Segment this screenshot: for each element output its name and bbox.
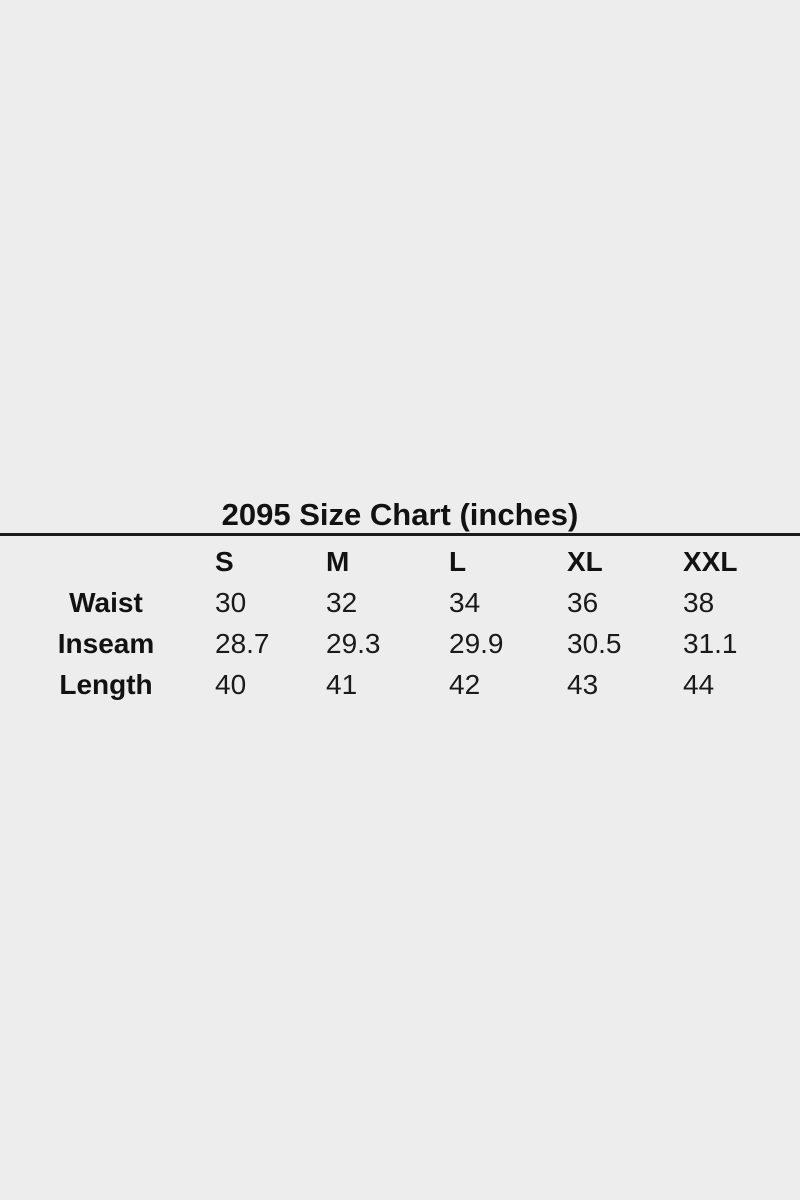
inseam-value-m: 29.3 — [326, 627, 381, 659]
column-header-m: M — [326, 545, 350, 577]
table-row-length: Length 40 41 42 43 44 — [0, 664, 800, 705]
length-value-m: 41 — [326, 668, 358, 700]
column-header-xxl: XXL — [683, 545, 738, 577]
size-chart-title: 2095 Size Chart (inches) — [221, 497, 579, 532]
length-value-l: 42 — [449, 668, 481, 700]
waist-value-xl: 36 — [567, 586, 599, 618]
row-label-waist: Waist — [69, 586, 143, 618]
inseam-value-s: 28.7 — [215, 627, 270, 659]
length-value-s: 40 — [215, 668, 247, 700]
waist-value-m: 32 — [326, 586, 358, 618]
table-header-row: S M L XL XXL — [0, 541, 800, 582]
column-header-s: S — [215, 545, 234, 577]
waist-value-xxl: 38 — [683, 586, 715, 618]
waist-value-s: 30 — [215, 586, 247, 618]
inseam-value-xl: 30.5 — [567, 627, 622, 659]
title-divider-rule — [0, 533, 800, 536]
inseam-value-l: 29.9 — [449, 627, 504, 659]
row-label-length: Length — [59, 668, 153, 700]
waist-value-l: 34 — [449, 586, 481, 618]
column-header-l: L — [449, 545, 467, 577]
inseam-value-xxl: 31.1 — [683, 627, 738, 659]
length-value-xl: 43 — [567, 668, 599, 700]
table-row-inseam: Inseam 28.7 29.3 29.9 30.5 31.1 — [0, 623, 800, 664]
length-value-xxl: 44 — [683, 668, 715, 700]
column-header-xl: XL — [567, 545, 603, 577]
corner-cell — [0, 541, 212, 582]
table-row-waist: Waist 30 32 34 36 38 — [0, 582, 800, 623]
size-chart-table: S M L XL XXL Waist 30 32 34 36 38 Inseam… — [0, 541, 800, 705]
row-label-inseam: Inseam — [57, 627, 155, 659]
